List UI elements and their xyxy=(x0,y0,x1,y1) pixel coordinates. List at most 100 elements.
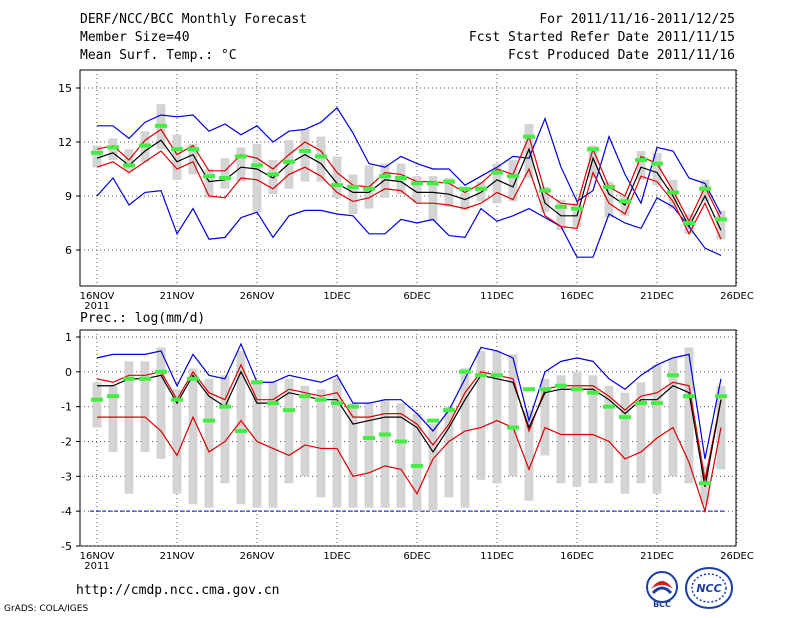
observation-mark xyxy=(443,179,455,184)
observation-mark xyxy=(427,418,439,423)
observation-mark xyxy=(715,217,727,222)
y-tick-label: 1 xyxy=(65,331,72,344)
forecast-period: For 2011/11/16-2011/12/25 xyxy=(539,12,735,27)
spread-box xyxy=(668,357,678,477)
spread-box xyxy=(332,378,342,508)
spread-box xyxy=(204,378,214,508)
x-tick-label: 26DEC xyxy=(720,291,754,302)
started-date: Fcst Started Refer Date 2011/11/15 xyxy=(468,30,735,45)
spread-box xyxy=(444,406,454,498)
observation-mark xyxy=(683,394,695,399)
series-ensemble-max xyxy=(96,342,722,460)
plot-frame xyxy=(79,69,737,287)
observation-mark xyxy=(107,394,119,399)
x-tick-label: 16DEC xyxy=(560,291,594,302)
observation-mark xyxy=(283,408,295,413)
spread-box xyxy=(604,385,614,484)
y-tick-label: 6 xyxy=(65,244,72,257)
spread-box xyxy=(636,382,646,484)
x-tick-label: 26DEC xyxy=(720,551,754,562)
y-tick-label: 0 xyxy=(65,366,72,379)
observation-mark xyxy=(107,145,119,150)
observation-mark xyxy=(395,439,407,444)
spread-box xyxy=(588,145,598,178)
x-tick-label: 26NOV xyxy=(240,291,275,302)
spread-box xyxy=(412,176,422,204)
series-range-upper xyxy=(96,363,722,480)
observation-mark xyxy=(315,154,327,159)
temperature-panel: 16NOV 21NOV 26NOV 1DEC 6DEC 11DEC 16DEC 21DEC 26… xyxy=(58,69,754,312)
spread-box xyxy=(492,163,502,204)
y-tick-label: -4 xyxy=(61,505,72,518)
x-tick-label: 16NOV xyxy=(80,291,115,302)
observation-mark xyxy=(555,383,567,388)
spread-box xyxy=(396,403,406,508)
observation-mark xyxy=(219,404,231,409)
grads-credit: GrADS: COLA/IGES xyxy=(4,604,89,614)
observation-mark xyxy=(171,147,183,152)
spread-box xyxy=(268,382,278,508)
observation-mark xyxy=(635,401,647,406)
spread-box xyxy=(316,136,326,182)
observation-mark xyxy=(395,176,407,180)
spread-box xyxy=(92,145,102,168)
spread-box xyxy=(220,375,230,484)
spread-box xyxy=(460,192,470,211)
spread-box xyxy=(652,364,662,494)
observation-mark xyxy=(187,376,199,381)
observation-mark xyxy=(91,150,103,155)
x-tick-label: 1DEC xyxy=(323,291,350,302)
x-tick-label: 11DEC xyxy=(480,291,514,302)
spread-box xyxy=(620,196,630,216)
y-tick-label: 12 xyxy=(58,136,72,149)
observation-mark xyxy=(299,149,311,153)
produced-date: Fcst Produced Date 2011/11/16 xyxy=(508,48,735,63)
observation-mark xyxy=(411,463,423,468)
series-range-lower xyxy=(97,415,722,514)
observation-mark xyxy=(603,404,615,409)
x-tick-label: 26NOV xyxy=(240,551,275,562)
y-tick-label: 9 xyxy=(65,190,72,203)
observation-mark xyxy=(587,147,599,152)
observation-mark xyxy=(619,199,631,204)
x-year-label: 2011 xyxy=(84,301,109,312)
observation-mark xyxy=(171,397,183,402)
spread-box xyxy=(508,160,518,202)
observation-mark xyxy=(443,408,455,413)
spread-box xyxy=(188,368,198,505)
x-tick-label: 16DEC xyxy=(560,551,594,562)
series-ensemble-mean xyxy=(97,370,722,487)
spread-box xyxy=(428,424,438,512)
source-url[interactable]: http://cmdp.ncc.cma.gov.cn xyxy=(76,583,280,598)
spread-box xyxy=(236,147,246,182)
spread-box xyxy=(476,350,486,480)
observation-mark xyxy=(187,147,199,152)
observation-mark xyxy=(299,394,311,399)
spread-box xyxy=(108,385,118,452)
x-tick-label: 6DEC xyxy=(403,551,430,562)
precipitation-panel: 16NOV 21NOV 26NOV 1DEC 6DEC 11DEC 16DEC 21DEC 26… xyxy=(61,329,754,572)
spread-box xyxy=(428,176,438,222)
y-tick-label: -5 xyxy=(61,540,72,553)
observation-mark xyxy=(267,401,279,406)
spread-box xyxy=(140,361,150,452)
observation-mark xyxy=(619,415,631,420)
spread-box xyxy=(380,163,390,198)
spread-box xyxy=(540,187,550,213)
x-tick-label: 21DEC xyxy=(640,291,674,302)
y-tick-label: -2 xyxy=(61,435,72,448)
spread-box xyxy=(252,382,262,508)
series-range-lower xyxy=(96,150,722,240)
spread-box xyxy=(252,143,262,213)
spread-box xyxy=(300,385,310,477)
observation-mark xyxy=(203,174,215,179)
observation-mark xyxy=(539,387,551,392)
bcc-logo-text: BCC xyxy=(653,600,671,609)
series-ensemble-max xyxy=(97,106,722,215)
series-ensemble-mean xyxy=(96,139,722,231)
ncc-logo-text: NCC xyxy=(696,582,721,595)
spread-box xyxy=(348,403,358,508)
series-range-upper xyxy=(96,128,722,223)
observation-mark xyxy=(571,387,583,392)
